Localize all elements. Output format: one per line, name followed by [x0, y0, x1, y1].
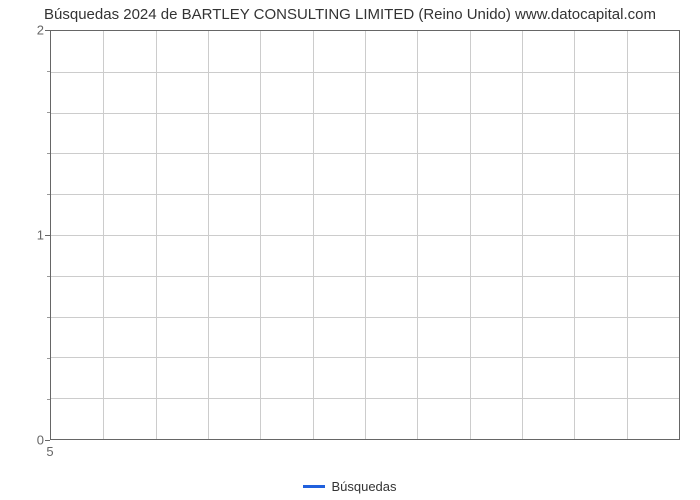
y-minor-tick: [47, 194, 50, 195]
y-minor-tick: [47, 112, 50, 113]
chart-container: Búsquedas 2024 de BARTLEY CONSULTING LIM…: [0, 0, 700, 500]
gridline-v: [208, 31, 209, 439]
y-minor-tick: [47, 317, 50, 318]
gridline-v: [417, 31, 418, 439]
gridline-v: [156, 31, 157, 439]
gridline-v: [627, 31, 628, 439]
y-tick-mark: [45, 30, 50, 31]
y-minor-tick: [47, 358, 50, 359]
gridline-v: [470, 31, 471, 439]
chart-title: Búsquedas 2024 de BARTLEY CONSULTING LIM…: [0, 6, 700, 23]
gridline-v: [574, 31, 575, 439]
x-tick-label: 5: [46, 444, 53, 459]
y-minor-tick: [47, 71, 50, 72]
gridline-v: [260, 31, 261, 439]
y-tick-label: 0: [37, 433, 44, 448]
y-minor-tick: [47, 399, 50, 400]
gridline-v: [522, 31, 523, 439]
legend: Búsquedas: [0, 479, 700, 494]
gridline-v: [365, 31, 366, 439]
y-tick-mark: [45, 440, 50, 441]
legend-label: Búsquedas: [331, 479, 396, 494]
y-tick-label: 2: [37, 23, 44, 38]
y-tick-label: 1: [37, 228, 44, 243]
gridline-v: [103, 31, 104, 439]
y-minor-tick: [47, 153, 50, 154]
plot-area: [50, 30, 680, 440]
legend-swatch: [303, 485, 325, 488]
y-tick-mark: [45, 235, 50, 236]
gridline-v: [313, 31, 314, 439]
y-minor-tick: [47, 276, 50, 277]
